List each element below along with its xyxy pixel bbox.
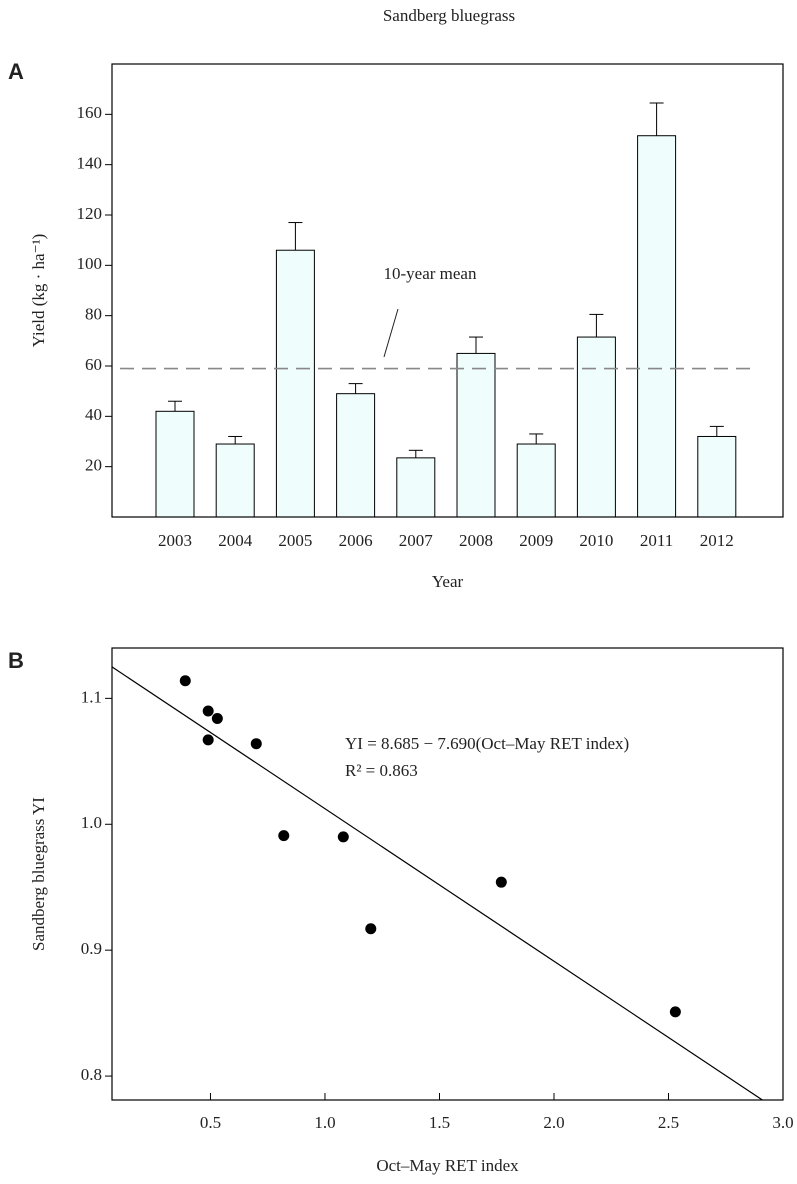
x-tick-label: 2007 — [399, 531, 434, 550]
annotation: YI = 8.685 − 7.690(Oct–May RET index) — [345, 734, 629, 753]
point — [495, 876, 507, 888]
figure-title: Sandberg bluegrass — [383, 6, 515, 25]
bar — [215, 443, 255, 518]
point — [278, 830, 290, 842]
mean-label: 10-year mean — [384, 264, 477, 283]
point — [202, 705, 214, 717]
x-axis-title: Year — [432, 572, 464, 591]
panel-label: B — [8, 648, 24, 673]
point — [250, 738, 262, 750]
bar — [155, 410, 195, 518]
x-tick-label: 2009 — [519, 531, 553, 550]
bar — [456, 352, 496, 518]
x-tick-label: 2006 — [339, 531, 373, 550]
y-axis-title: Sandberg bluegrass YI — [29, 797, 48, 951]
y-tick-label: 80 — [85, 305, 102, 324]
point — [179, 675, 191, 687]
fit-line — [111, 666, 763, 1101]
point — [365, 923, 377, 935]
x-tick-label: 2012 — [700, 531, 734, 550]
y-axis-title: Yield (kg · ha⁻¹) — [29, 234, 48, 348]
y-tick-label: 0.8 — [81, 1065, 102, 1084]
x-tick-label: 2010 — [579, 531, 613, 550]
x-tick-label: 2.0 — [543, 1113, 564, 1132]
x-tick-label: 1.0 — [314, 1113, 335, 1132]
bar — [697, 435, 737, 518]
y-tick-label: 20 — [85, 456, 102, 475]
y-tick-label: 1.1 — [81, 687, 102, 706]
x-tick-label: 2003 — [158, 531, 192, 550]
y-tick-label: 0.9 — [81, 939, 102, 958]
x-tick-label: 2005 — [278, 531, 312, 550]
panel-label: A — [8, 59, 24, 84]
y-tick-label: 40 — [85, 405, 102, 424]
y-tick-label: 100 — [77, 254, 103, 273]
bar — [637, 135, 677, 518]
bar — [576, 336, 616, 518]
x-tick-label: 2011 — [640, 531, 673, 550]
annotation: R² = 0.863 — [345, 761, 418, 780]
pointer — [383, 308, 399, 358]
bar — [336, 393, 376, 518]
x-tick-label: 0.5 — [200, 1113, 221, 1132]
point — [202, 734, 214, 746]
bar — [275, 249, 315, 518]
plot-frame — [111, 647, 784, 1101]
y-tick-label: 60 — [85, 355, 102, 374]
x-tick-label: 1.5 — [429, 1113, 450, 1132]
x-tick-label: 3.0 — [772, 1113, 793, 1132]
y-tick-label: 160 — [77, 103, 103, 122]
y-tick-label: 140 — [77, 154, 103, 173]
bar — [396, 457, 436, 518]
bar — [516, 443, 556, 518]
point — [211, 713, 223, 725]
x-tick-label: 2004 — [218, 531, 253, 550]
plot-frame — [111, 63, 784, 518]
y-tick-label: 1.0 — [81, 813, 102, 832]
x-tick-label: 2008 — [459, 531, 493, 550]
point — [337, 831, 349, 843]
x-axis-title: Oct–May RET index — [376, 1156, 519, 1175]
x-tick-label: 2.5 — [658, 1113, 679, 1132]
y-tick-label: 120 — [77, 204, 103, 223]
point — [669, 1006, 681, 1018]
